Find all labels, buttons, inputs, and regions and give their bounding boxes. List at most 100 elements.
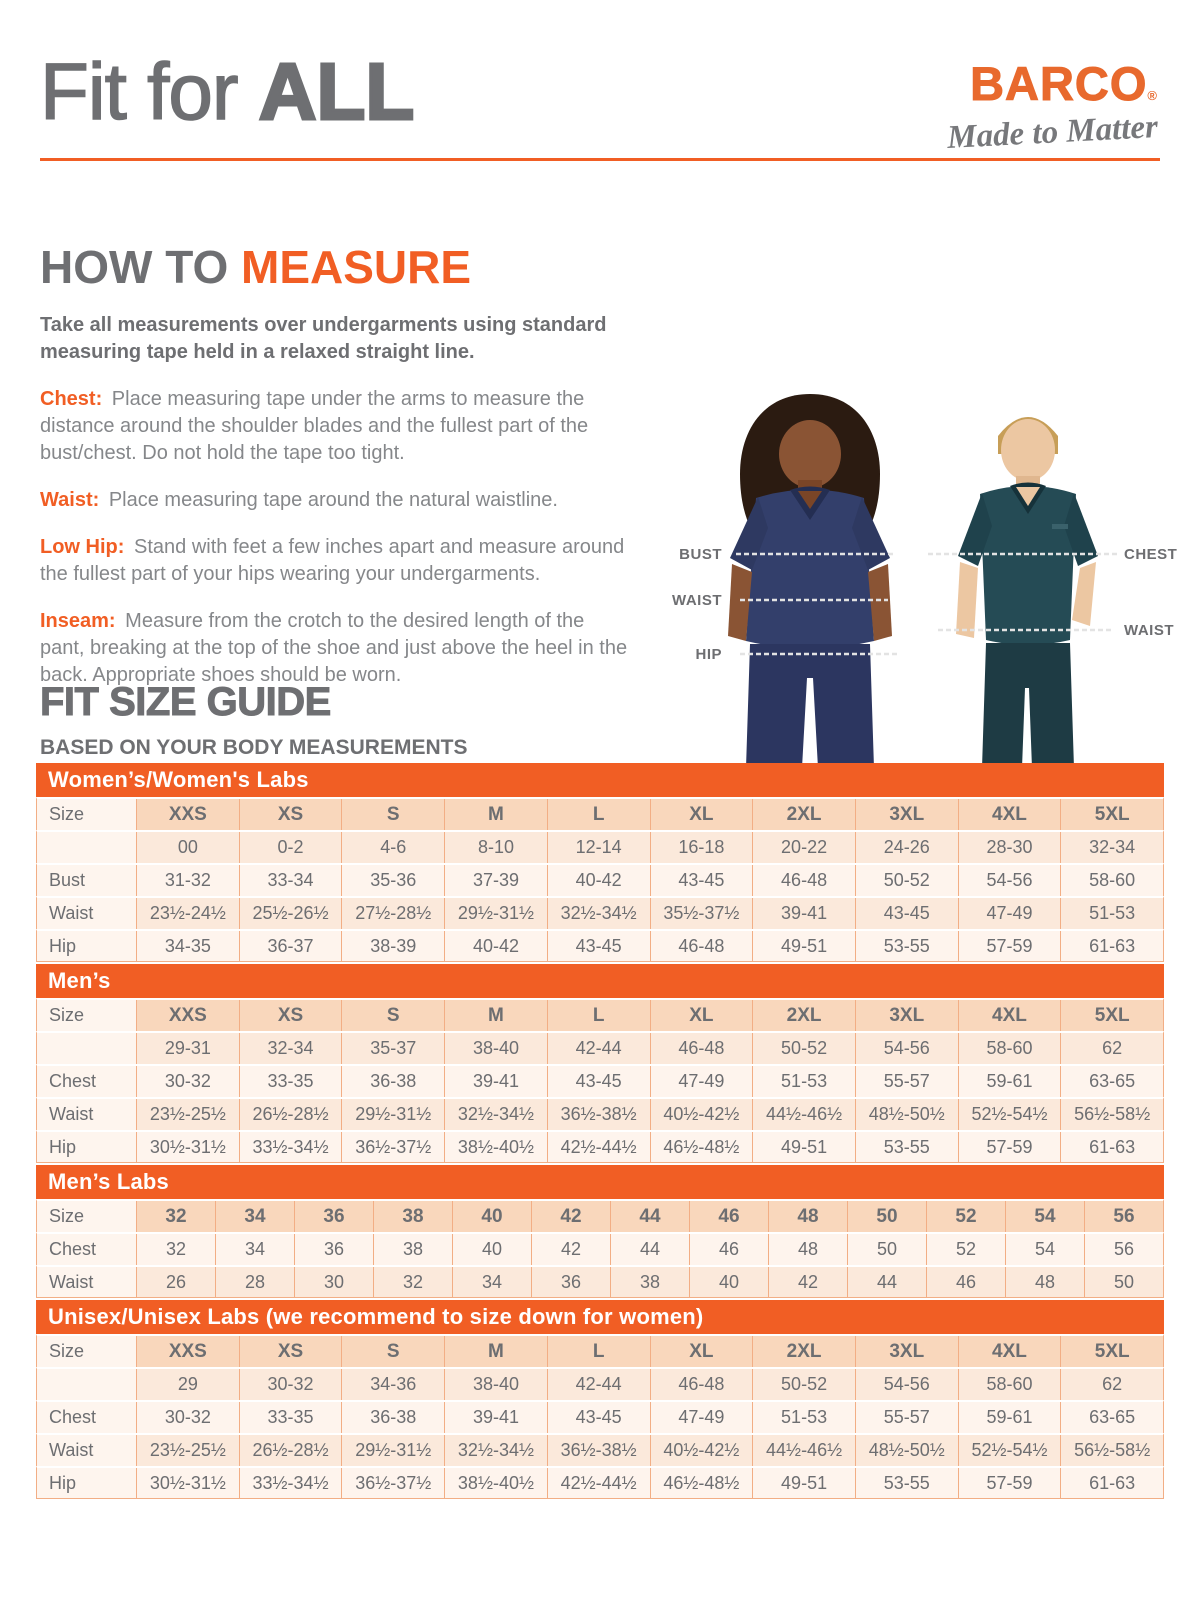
size-table-womens: Women’s/Women's Labs Size XXS XS S M L XL 2XL 3XL… [36, 763, 1164, 962]
row-label: Hip [37, 931, 137, 961]
size-table-mens: Men’s Size XXS XS S M L XL 2XL 3XL 4XL 5XL 29-31 32-3… [36, 964, 1164, 1163]
size-column-header: 36 [295, 1201, 374, 1232]
size-column-header: 5XL [1061, 799, 1164, 830]
size-column-header: 3XL [855, 1000, 959, 1031]
table-cell: 20-22 [753, 832, 856, 863]
table-cell: 33½-34½ [239, 1468, 343, 1498]
table-cell: 36-38 [342, 1402, 446, 1433]
table-cell: 61-63 [1061, 1468, 1164, 1498]
table-cell: 36½-37½ [342, 1468, 446, 1498]
row-label-header: Size [37, 799, 137, 830]
page-title-regular: Fit for [39, 47, 259, 136]
table-cell: 59-61 [958, 1066, 1062, 1097]
table-cell: 29½-31½ [445, 898, 548, 929]
row-label-empty [37, 832, 137, 863]
table-cell: 46-48 [753, 865, 856, 896]
table-header-row: Size XXS XS S M L XL 2XL 3XL 4XL 5XL [36, 1334, 1164, 1367]
table-cell: 53-55 [855, 1132, 959, 1162]
table-cell: 52½-54½ [958, 1099, 1062, 1130]
size-column-header: 2XL [753, 799, 856, 830]
size-column-header: XS [239, 799, 343, 830]
table-cell: 40-42 [547, 865, 651, 896]
hip-label: HIP [695, 646, 722, 663]
table-cell: 30½-31½ [137, 1468, 240, 1498]
models-photo: BUST WAIST HIP CHEST WAIST [660, 378, 1200, 768]
table-cell: 63-65 [1061, 1066, 1164, 1097]
table-cell: 40 [453, 1234, 532, 1265]
size-guide-tables: Women’s/Women's Labs Size XXS XS S M L XL 2XL 3XL… [36, 763, 1164, 1501]
table-cell: 25½-26½ [239, 898, 343, 929]
size-column-header: XL [650, 799, 754, 830]
table-cell: 61-63 [1061, 1132, 1164, 1162]
size-column-header: XXS [137, 799, 240, 830]
table-cell: 34 [453, 1267, 532, 1297]
table-cell: 58-60 [1061, 865, 1164, 896]
table-band-womens: Women’s/Women's Labs [36, 763, 1164, 797]
table-cell: 46 [927, 1267, 1006, 1297]
measurement-row-waist: Waist 26 28 30 32 34 36 38 40 42 44 46 48 50 [36, 1265, 1164, 1298]
table-cell: 39-41 [445, 1402, 548, 1433]
table-cell: 56½-58½ [1061, 1435, 1164, 1466]
size-table-unisex: Unisex/Unisex Labs (we recommend to size… [36, 1300, 1164, 1499]
table-cell: 44½-46½ [753, 1435, 856, 1466]
size-column-header: XL [650, 1336, 754, 1367]
measurement-row-chest: Chest 32 34 36 38 40 42 44 46 48 50 52 54 56 [36, 1232, 1164, 1265]
woman-figure [728, 394, 892, 768]
size-column-header: 46 [690, 1201, 769, 1232]
measure-item-low-hip: Low Hip: Stand with feet a few inches ap… [40, 536, 625, 585]
table-cell: 62 [1061, 1369, 1164, 1400]
table-cell: 56½-58½ [1061, 1099, 1164, 1130]
table-cell: 28 [216, 1267, 295, 1297]
table-cell: 43-45 [547, 1066, 651, 1097]
table-cell: 57-59 [958, 1132, 1062, 1162]
measurement-row-waist: Waist 23½-25½ 26½-28½ 29½-31½ 32½-34½ 36½-38½… [36, 1433, 1164, 1466]
table-band-mens: Men’s [36, 964, 1164, 998]
size-column-header: XL [650, 1000, 754, 1031]
table-cell: 40-42 [445, 931, 548, 961]
table-cell: 32-34 [239, 1033, 343, 1064]
table-cell: 50-52 [753, 1369, 856, 1400]
size-column-header: M [445, 799, 548, 830]
how-to-measure-heading: HOW TO MEASURE [40, 241, 472, 293]
row-label-empty [37, 1369, 137, 1400]
table-cell: 28-30 [958, 832, 1062, 863]
table-cell: 40½-42½ [650, 1435, 754, 1466]
table-cell: 44 [611, 1234, 690, 1265]
table-cell: 44 [848, 1267, 927, 1297]
size-column-header: XXS [137, 1336, 240, 1367]
table-cell: 42 [769, 1267, 848, 1297]
table-cell: 32 [374, 1267, 453, 1297]
measurement-row-bust: Bust 31-32 33-34 35-36 37-39 40-42 43-45 46-48 5… [36, 863, 1164, 896]
measure-item-inseam: Inseam: Measure from the crotch to the d… [40, 610, 628, 686]
numeric-size-row: 29 30-32 34-36 38-40 42-44 46-48 50-52 54-56 58-… [36, 1367, 1164, 1400]
table-cell: 36-38 [342, 1066, 446, 1097]
registered-trademark-icon: ® [1147, 88, 1158, 103]
size-column-header: S [342, 799, 446, 830]
table-cell: 38 [374, 1234, 453, 1265]
table-cell: 38-40 [445, 1369, 548, 1400]
size-column-header: 32 [137, 1201, 216, 1232]
table-cell: 32-34 [1061, 832, 1164, 863]
table-cell: 38½-40½ [445, 1468, 548, 1498]
table-cell: 54-56 [855, 1369, 959, 1400]
row-label: Hip [37, 1468, 137, 1498]
bust-label: BUST [679, 546, 722, 563]
woman-waist-label: WAIST [672, 592, 722, 609]
table-cell: 46½-48½ [650, 1468, 754, 1498]
size-column-header: 56 [1085, 1201, 1163, 1232]
size-column-header: 2XL [753, 1000, 856, 1031]
table-cell: 48½-50½ [855, 1099, 959, 1130]
table-cell: 42-44 [547, 1033, 651, 1064]
table-header-row: Size XXS XS S M L XL 2XL 3XL 4XL 5XL [36, 998, 1164, 1031]
table-cell: 00 [137, 832, 240, 863]
table-cell: 36 [295, 1234, 374, 1265]
table-cell: 35-37 [342, 1033, 446, 1064]
table-cell: 34-35 [137, 931, 240, 961]
row-label: Waist [37, 1435, 137, 1466]
table-cell: 32½-34½ [547, 898, 651, 929]
numeric-size-row: 29-31 32-34 35-37 38-40 42-44 46-48 50-52 54-56… [36, 1031, 1164, 1064]
table-cell: 53-55 [855, 931, 959, 961]
table-cell: 49-51 [753, 931, 856, 961]
row-label: Chest [37, 1234, 137, 1265]
chest-label: CHEST [1124, 546, 1177, 563]
